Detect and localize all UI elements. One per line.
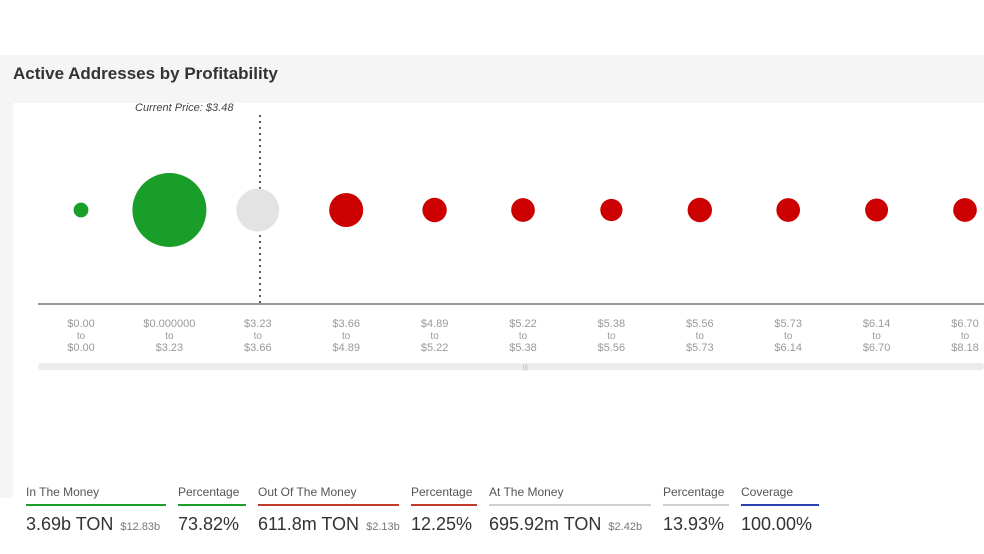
stat-usd-value: $2.42b	[608, 521, 643, 533]
bubbles-group	[73, 173, 977, 247]
stat-in-percentage: Percentage 73.82%	[178, 485, 246, 535]
stats-row: In The Money 3.69b TON $12.83b Percentag…	[0, 485, 984, 545]
stat-label: In The Money	[26, 485, 166, 506]
tick-label-0-to: $0.00	[67, 342, 95, 354]
tick-label-8-to: $6.14	[774, 342, 802, 354]
tick-label-8-to-word: to	[784, 331, 793, 342]
tick-label-7-to: $5.73	[686, 342, 714, 354]
tick-label-7-to-word: to	[696, 331, 705, 342]
bubble-out-4[interactable]	[422, 197, 447, 223]
profitability-panel: Active Addresses by Profitability Curren…	[0, 55, 984, 534]
scrollbar-grip-icon[interactable]: |||	[523, 365, 528, 371]
bubble-chart: Current Price: $3.48 $0.00to$0.00$0.0000…	[38, 103, 984, 371]
tick-label-5-to-word: to	[519, 331, 528, 342]
bubble-out-6[interactable]	[600, 198, 623, 222]
tick-label-9-to: $6.70	[863, 342, 891, 354]
bubble-in-1[interactable]	[132, 173, 207, 247]
tick-label-2-from: $3.23	[244, 318, 272, 330]
stat-value: 13.93%	[663, 514, 725, 534]
stat-out-of-the-money: Out Of The Money 611.8m TON $2.13b	[258, 485, 400, 535]
chart-scrollbar[interactable]	[38, 363, 984, 370]
stat-label: At The Money	[489, 485, 651, 506]
bubble-out-7[interactable]	[687, 197, 713, 223]
tick-label-10-to-word: to	[961, 331, 970, 342]
stat-out-percentage: Percentage 12.25%	[411, 485, 477, 535]
tick-label-4-to-word: to	[430, 331, 439, 342]
bubble-at-2[interactable]	[236, 188, 280, 232]
tick-label-9-from: $6.14	[863, 318, 891, 330]
tick-label-10-from: $6.70	[951, 318, 979, 330]
stat-label: Percentage	[663, 485, 729, 506]
tick-label-3-from: $3.66	[332, 318, 360, 330]
tick-label-2-to: $3.66	[244, 342, 272, 354]
panel-title: Active Addresses by Profitability	[13, 64, 278, 83]
tick-labels-group: $0.00to$0.00$0.000000to$3.23$3.23to$3.66…	[67, 318, 979, 354]
tick-label-6-to: $5.56	[598, 342, 626, 354]
bubble-in-0[interactable]	[73, 202, 89, 218]
stat-value: 73.82%	[178, 514, 240, 534]
tick-label-6-from: $5.38	[598, 318, 626, 330]
tick-label-3-to: $4.89	[332, 342, 360, 354]
tick-label-0-to-word: to	[77, 331, 86, 342]
stat-value: 12.25%	[411, 514, 473, 534]
bubble-out-9[interactable]	[865, 198, 889, 222]
stat-in-the-money: In The Money 3.69b TON $12.83b	[26, 485, 166, 535]
tick-label-2-to-word: to	[254, 331, 263, 342]
stat-value: 695.92m TON	[489, 514, 602, 534]
tick-label-10-to: $8.18	[951, 342, 979, 354]
tick-label-6-to-word: to	[607, 331, 616, 342]
tick-label-0-from: $0.00	[67, 318, 95, 330]
bubble-out-10[interactable]	[953, 198, 977, 222]
stat-label: Percentage	[178, 485, 246, 506]
tick-label-8-from: $5.73	[774, 318, 802, 330]
stat-usd-value: $2.13b	[366, 521, 400, 533]
tick-label-4-from: $4.89	[421, 318, 449, 330]
bubble-out-5[interactable]	[511, 198, 535, 222]
stat-at-the-money: At The Money 695.92m TON $2.42b	[489, 485, 651, 535]
chart-area: Current Price: $3.48 $0.00 to $0.00 $0.0000…	[13, 103, 984, 498]
bubble-out-3[interactable]	[329, 192, 364, 228]
tick-label-1-to: $3.23	[156, 342, 184, 354]
stat-coverage: Coverage 100.00%	[741, 485, 819, 535]
current-price-annotation: Current Price: $3.48	[135, 103, 234, 114]
tick-label-9-to-word: to	[872, 331, 881, 342]
stat-label: Out Of The Money	[258, 485, 399, 506]
bubble-out-8[interactable]	[776, 198, 801, 222]
tick-label-3-to-word: to	[342, 331, 351, 342]
tick-label-4-to: $5.22	[421, 342, 449, 354]
tick-label-5-to: $5.38	[509, 342, 537, 354]
stat-label: Coverage	[741, 485, 819, 506]
tick-label-5-from: $5.22	[509, 318, 537, 330]
stat-label: Percentage	[411, 485, 477, 506]
stat-usd-value: $12.83b	[120, 521, 161, 533]
stat-value: 100.00%	[741, 514, 813, 534]
stat-at-percentage: Percentage 13.93%	[663, 485, 729, 535]
stat-value: 611.8m TON	[258, 514, 360, 534]
tick-label-7-from: $5.56	[686, 318, 714, 330]
stat-value: 3.69b TON	[26, 514, 114, 534]
tick-label-1-from: $0.000000	[143, 318, 195, 330]
tick-label-1-to-word: to	[165, 331, 174, 342]
